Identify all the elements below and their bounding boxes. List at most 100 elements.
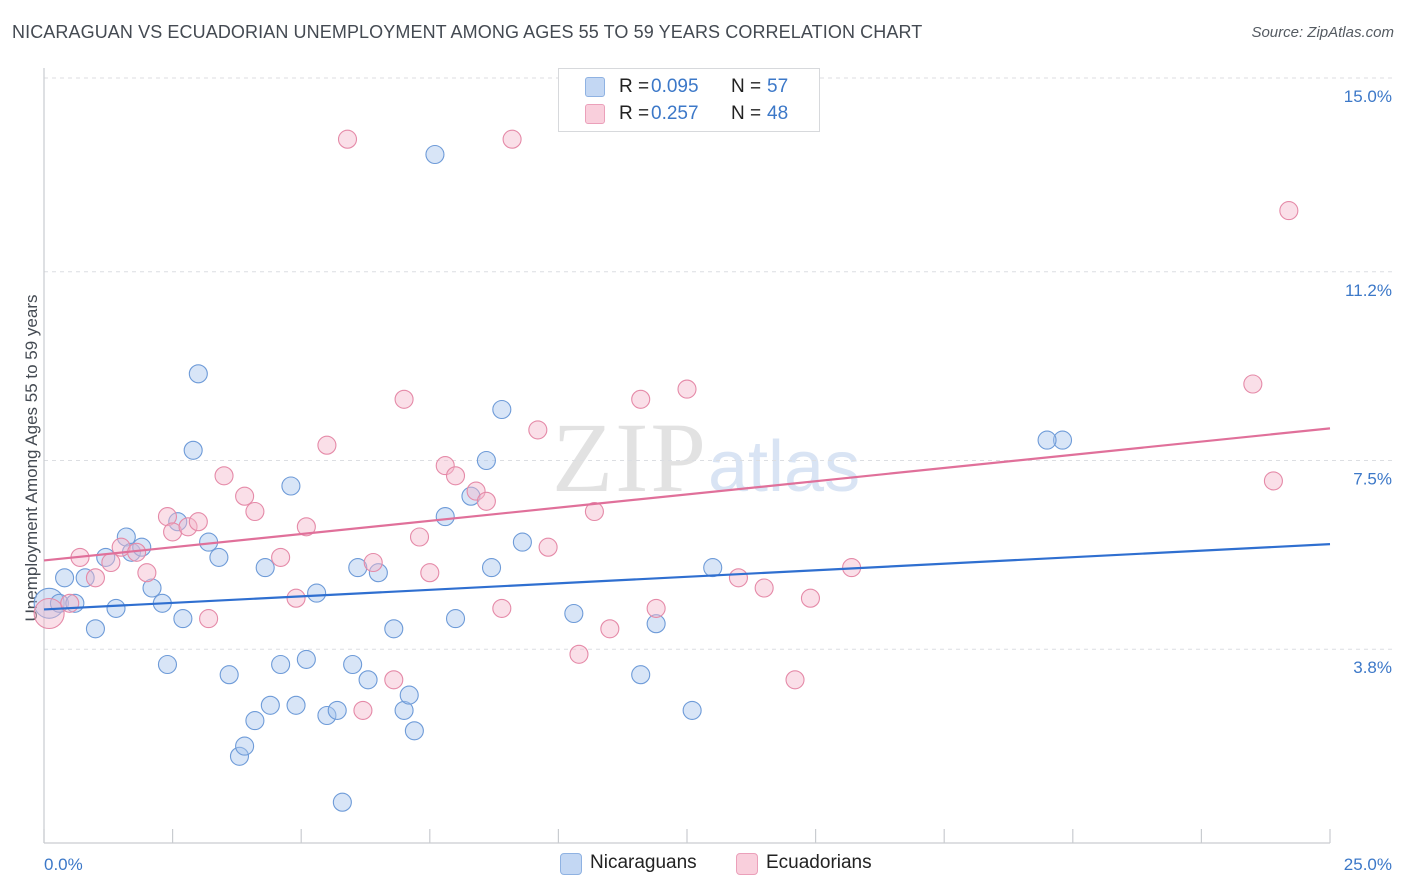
nicaraguans-point xyxy=(55,568,75,588)
ecuadorians-point xyxy=(584,501,604,522)
nicaraguans-point xyxy=(281,476,301,496)
nicaraguans-point xyxy=(296,649,316,669)
nicaraguans-point xyxy=(399,685,419,705)
nicaraguans-point xyxy=(85,619,105,639)
nicaraguans-point xyxy=(75,568,95,588)
ecuadorians-point xyxy=(286,588,306,608)
ecuadorians-point xyxy=(466,481,486,501)
x-tick-label-max: 25.0% xyxy=(1344,855,1392,874)
correlation-legend: R = 0.095 N = 57 R = 0.257 N = 48 xyxy=(558,68,820,132)
nicaraguans-point xyxy=(116,527,136,547)
nicaraguans-point xyxy=(209,547,229,567)
ecuadorians-point xyxy=(538,537,558,557)
nicaraguans-point xyxy=(317,705,337,726)
ecuadorians-point xyxy=(1263,471,1283,491)
ecuadorians-point xyxy=(101,552,121,573)
ecuadorians-point xyxy=(600,619,620,639)
ecuadorians-point xyxy=(646,598,666,618)
ecuadorians-point xyxy=(1243,374,1263,394)
nicaraguans-point xyxy=(435,507,455,527)
ecuadorians-point xyxy=(445,466,466,486)
nicaraguans-point xyxy=(271,654,291,675)
legend-label-nicaraguans: Nicaraguans xyxy=(590,852,697,873)
ecuadorians-point xyxy=(353,700,373,720)
nicaraguans-point xyxy=(461,486,481,506)
ecuadorians-point xyxy=(1279,201,1299,221)
ecuadorians-point xyxy=(235,486,255,506)
nicaraguans-point xyxy=(394,700,414,720)
nicaraguans-point xyxy=(445,609,466,629)
trend-lines xyxy=(43,427,1331,611)
ecuadorians-point xyxy=(178,517,198,537)
y-tick-label: 3.8% xyxy=(1353,658,1392,677)
nicaraguans-point xyxy=(425,144,445,165)
ecuadorians-point xyxy=(296,517,316,537)
legend-swatch-nicaraguans xyxy=(585,77,605,97)
ecuadorians-point xyxy=(317,435,337,455)
nicaraguans-point xyxy=(219,665,239,685)
nicaraguans-point xyxy=(307,583,327,603)
legend-r-value: 0.095 xyxy=(651,76,699,97)
ecuadorians-point xyxy=(569,644,589,664)
legend-swatch-nicaraguans xyxy=(560,853,582,875)
nicaraguans-point xyxy=(1052,430,1073,450)
ecuadorians-point xyxy=(677,379,697,399)
legend-r-label: R = xyxy=(619,103,650,124)
ecuadorians-point xyxy=(800,588,821,608)
legend-n-value: 57 xyxy=(767,76,789,97)
chart-title: NICARAGUAN VS ECUADORIAN UNEMPLOYMENT AM… xyxy=(12,22,923,42)
nicaraguans-point xyxy=(682,700,702,720)
ecuadorians-point xyxy=(188,512,208,532)
ecuadorians-point xyxy=(435,456,455,476)
legend-r-label: R = xyxy=(619,76,650,97)
nicaraguans-point xyxy=(492,399,512,420)
legend-r-value: 0.257 xyxy=(651,103,699,124)
legend-label-ecuadorians: Ecuadorians xyxy=(766,852,872,873)
nicaraguans-point xyxy=(481,558,502,578)
ecuadorians-point xyxy=(785,670,805,690)
nicaraguans-trend-line xyxy=(43,543,1331,611)
ecuadorians-point xyxy=(60,593,80,613)
nicaraguans-point xyxy=(168,512,188,532)
nicaraguans-point xyxy=(245,711,265,731)
legend-n-value: 48 xyxy=(767,103,789,124)
ecuadorians-point xyxy=(631,389,651,409)
ecuadorians-point xyxy=(363,552,383,573)
ecuadorians-point xyxy=(492,598,512,618)
nicaraguans-point xyxy=(1037,430,1057,450)
ecuadorians-point xyxy=(214,466,234,486)
nicaraguans-point xyxy=(286,695,306,715)
legend-swatch-ecuadorians xyxy=(736,853,758,875)
nicaraguans-point xyxy=(260,695,280,715)
chart-source: Source: ZipAtlas.com xyxy=(1251,24,1394,41)
nicaraguans-point xyxy=(358,670,378,690)
nicaraguans-point xyxy=(188,364,208,384)
ecuadorians-point xyxy=(85,568,105,588)
ecuadorians-point xyxy=(420,563,440,583)
nicaraguans-point xyxy=(646,614,666,634)
nicaraguans-point xyxy=(512,532,532,552)
nicaraguans-point xyxy=(631,665,651,685)
ecuadorians-point xyxy=(33,597,65,630)
ecuadorians-point xyxy=(199,609,219,629)
ecuadorians-point xyxy=(137,563,157,583)
ecuadorians-point xyxy=(394,389,414,409)
nicaraguans-point xyxy=(327,700,347,720)
nicaraguans-point xyxy=(173,609,193,629)
nicaraguans-point xyxy=(183,440,203,460)
y-tick-label: 11.2% xyxy=(1345,281,1392,300)
legend-n-label: N = xyxy=(731,76,762,97)
y-tick-label: 15.0% xyxy=(1344,87,1392,106)
ecuadorians-point xyxy=(163,522,183,542)
ecuadorians-point xyxy=(157,507,178,527)
nicaraguans-point xyxy=(229,746,250,766)
x-tick-label-min: 0.0% xyxy=(44,855,83,874)
nicaraguans-point xyxy=(384,619,404,639)
ecuadorians-point xyxy=(728,568,748,588)
ecuadorians-point xyxy=(528,420,548,440)
tick-labels: 3.8% 7.5% 11.2% 15.0% 0.0% 25.0% xyxy=(44,87,1392,874)
legend-swatch-ecuadorians xyxy=(585,104,605,124)
ecuadorians-point xyxy=(476,491,496,511)
nicaraguans-point xyxy=(368,563,388,583)
